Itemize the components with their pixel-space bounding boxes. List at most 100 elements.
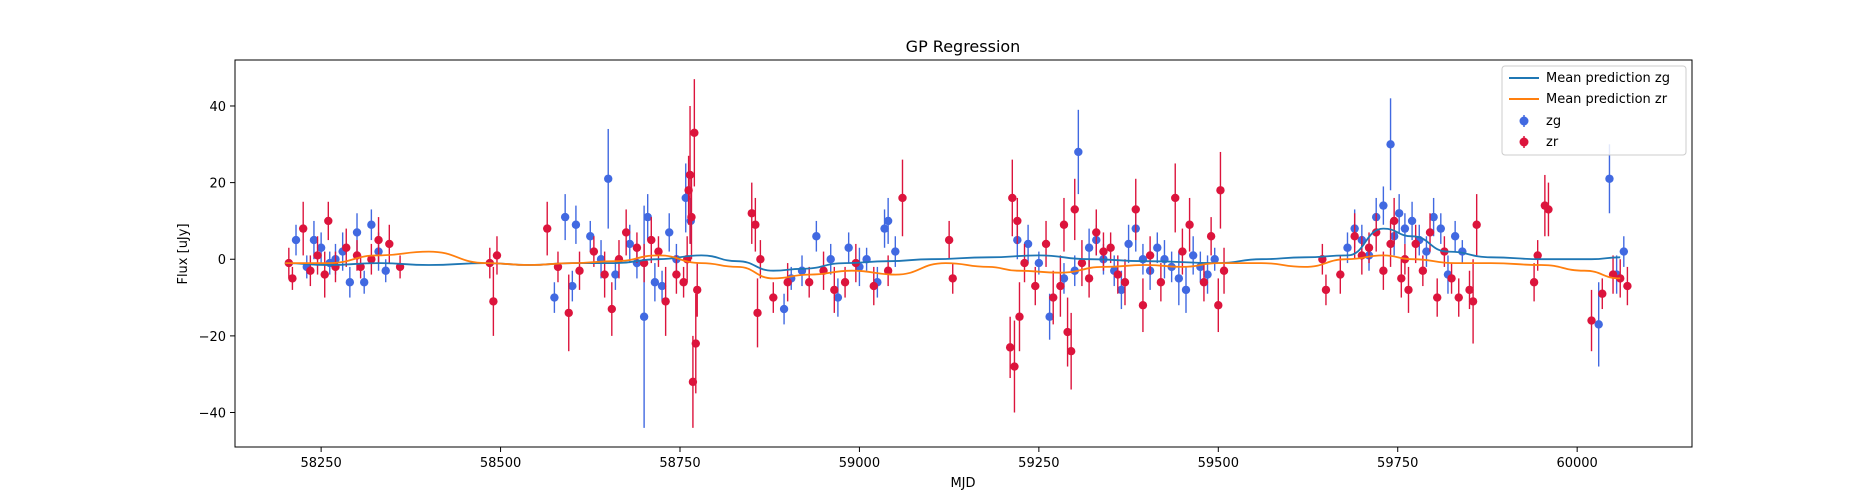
zr-point xyxy=(1529,278,1539,287)
series-zg xyxy=(291,98,1629,428)
zr-point xyxy=(632,243,642,252)
y-tick-label: 0 xyxy=(218,253,226,268)
zr-point xyxy=(1616,274,1625,283)
zr-point xyxy=(1005,343,1015,352)
zr-point xyxy=(1056,281,1065,291)
x-tick-label: 58500 xyxy=(480,456,521,471)
zg-point xyxy=(359,278,369,287)
zr-point xyxy=(1544,205,1553,214)
zg-point xyxy=(291,235,301,245)
zr-point xyxy=(1379,266,1388,275)
zg-point xyxy=(657,281,667,291)
zr-point xyxy=(1120,278,1130,287)
zg-point xyxy=(604,174,613,183)
zg-point xyxy=(1210,255,1219,264)
zg-point xyxy=(833,293,843,302)
axes-frame xyxy=(234,59,1693,448)
zr-point xyxy=(607,304,617,314)
zr-point xyxy=(1138,301,1148,310)
zg-point xyxy=(571,220,581,229)
zg-point xyxy=(643,212,652,222)
zr-point xyxy=(1070,205,1079,214)
x-tick-label: 59250 xyxy=(1018,456,1059,471)
zg-point xyxy=(309,235,319,245)
zr-point xyxy=(1113,270,1123,279)
zg-point xyxy=(1124,239,1133,249)
zr-point xyxy=(1364,243,1374,252)
zr-point xyxy=(374,235,383,245)
zr-point xyxy=(679,278,688,287)
zg-point xyxy=(639,312,649,321)
zr-point xyxy=(661,297,670,306)
zr-point xyxy=(1454,293,1463,302)
zr-point xyxy=(672,270,681,279)
zg-point xyxy=(560,212,570,222)
zr-point xyxy=(1397,274,1406,283)
zr-point xyxy=(1049,293,1058,302)
zr-point xyxy=(1216,186,1225,195)
x-tick-label: 60000 xyxy=(1556,456,1597,471)
zr-point xyxy=(1386,239,1395,249)
zr-point xyxy=(804,278,814,287)
zr-point xyxy=(1411,239,1420,249)
plot-area xyxy=(234,59,1693,448)
zr-point xyxy=(883,266,893,275)
x-tick-label: 59000 xyxy=(839,456,880,471)
zr-point xyxy=(1013,216,1022,226)
zr-point xyxy=(1447,274,1456,283)
zr-point xyxy=(1031,281,1040,291)
zr-point xyxy=(1066,347,1076,356)
zr-point xyxy=(1533,251,1542,260)
zr-point xyxy=(1145,251,1155,260)
zg-point xyxy=(1594,320,1603,329)
zr-point xyxy=(1059,220,1069,229)
zr-point xyxy=(1336,270,1345,279)
y-tick-label: −20 xyxy=(199,330,226,345)
zg-point xyxy=(1436,224,1445,233)
zg-point xyxy=(1074,147,1083,157)
zg-point xyxy=(665,228,674,237)
zr-point xyxy=(1084,274,1094,283)
zg-point xyxy=(779,304,789,314)
zr-point xyxy=(385,239,394,249)
legend-swatch-zr-marker xyxy=(1519,137,1529,147)
zr-point xyxy=(691,339,700,348)
zg-point xyxy=(812,232,821,241)
y-tick-label: −40 xyxy=(199,407,226,422)
zg-point xyxy=(1174,274,1184,283)
zr-point xyxy=(869,281,878,291)
zr-point xyxy=(1468,297,1478,306)
legend-label-zg: zg xyxy=(1546,114,1561,129)
zg-point xyxy=(1394,209,1404,218)
zr-point xyxy=(543,224,552,233)
zr-point xyxy=(1472,220,1481,229)
zr-point xyxy=(1214,301,1223,310)
zr-point xyxy=(306,266,315,275)
zg-point xyxy=(1181,285,1191,295)
zr-point xyxy=(1077,258,1087,268)
zr-point xyxy=(1008,193,1017,203)
zr-point xyxy=(1020,258,1029,268)
legend-label-zr: zr xyxy=(1546,135,1559,150)
zr-point xyxy=(1171,193,1180,203)
zg-point xyxy=(1059,274,1069,283)
zr-point xyxy=(751,220,760,229)
zr-point xyxy=(1219,266,1229,275)
zg-point xyxy=(1188,251,1198,260)
zr-point xyxy=(1465,285,1474,295)
zg-point xyxy=(1343,243,1352,252)
zg-point xyxy=(891,247,900,256)
zr-point xyxy=(356,262,365,272)
zr-point xyxy=(320,270,329,279)
zr-point xyxy=(830,285,839,295)
zg-point xyxy=(345,278,355,287)
zr-point xyxy=(948,274,957,283)
zr-point xyxy=(1131,205,1140,214)
zr-point xyxy=(687,212,696,222)
zr-point xyxy=(756,255,765,264)
zg-point xyxy=(1386,140,1395,149)
x-tick-label: 58250 xyxy=(300,456,341,471)
zr-point xyxy=(753,308,762,318)
zr-point xyxy=(313,251,322,260)
